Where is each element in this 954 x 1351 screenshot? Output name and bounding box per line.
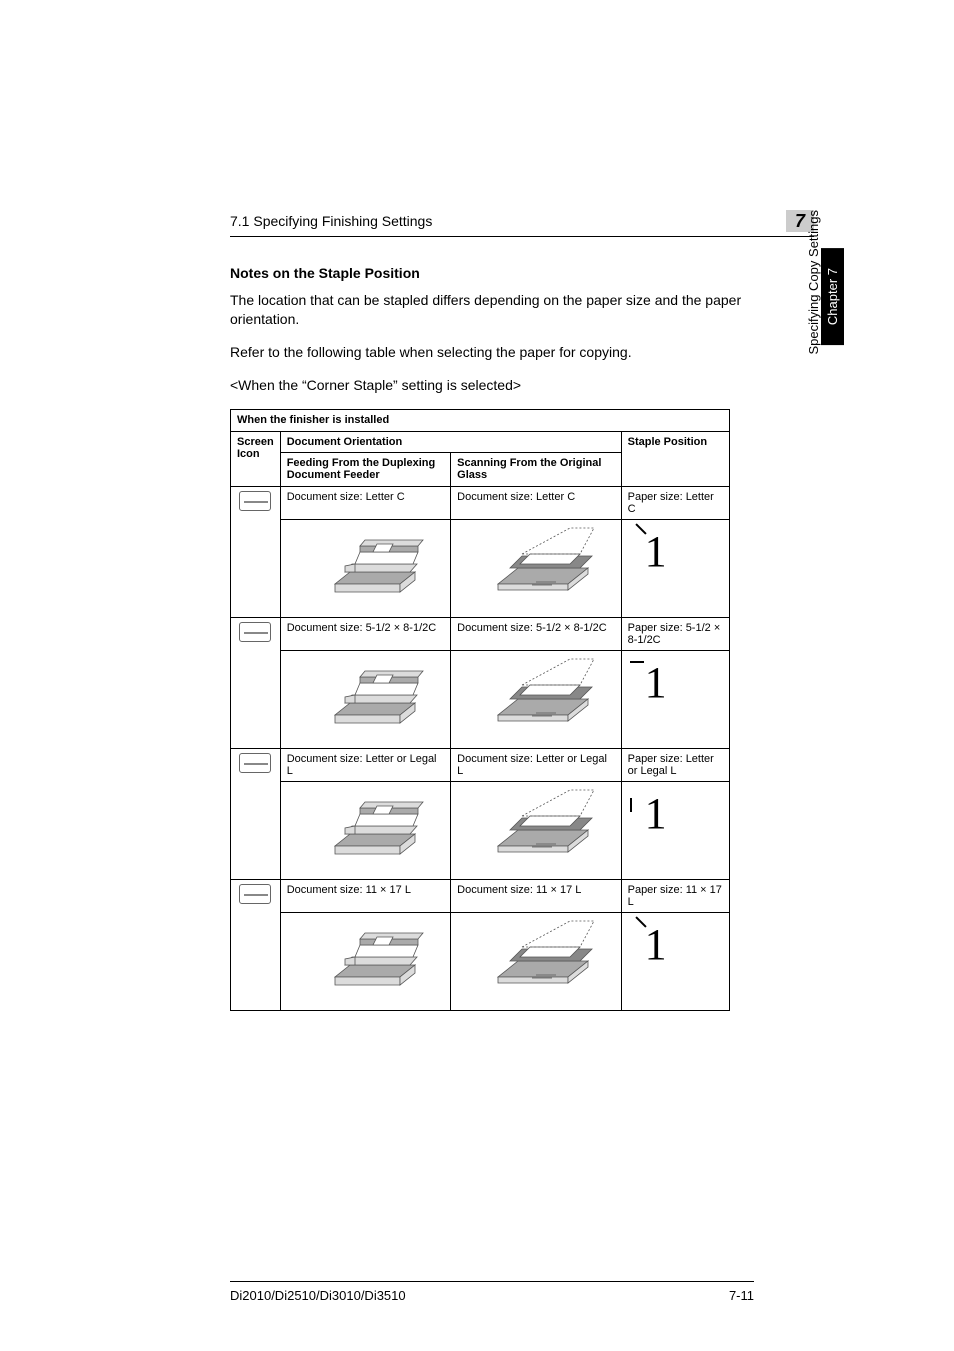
copier-illustration (305, 655, 425, 727)
staple-position-icon: 1 (628, 655, 684, 711)
staple-position-table: When the finisher is installed Screen Ic… (230, 409, 730, 1011)
screen-icon-cell (231, 879, 281, 1010)
screen-icon-cell (231, 486, 281, 617)
duplex-size-label: Document size: Letter or Legal L (280, 748, 450, 781)
side-tab-section: Specifying Copy Settings (802, 210, 821, 383)
screen-icon (239, 884, 271, 904)
content-heading: Notes on the Staple Position (230, 265, 814, 281)
scanner-illustration (476, 655, 596, 727)
screen-icon-cell (231, 617, 281, 748)
staple-position-icon: 1 (628, 917, 684, 973)
page-header: 7.1 Specifying Finishing Settings 7 (230, 210, 814, 237)
glass-illustration-cell (451, 912, 621, 1010)
staple-illustration-cell: 1 (621, 650, 729, 748)
staple-illustration-cell: 1 (621, 519, 729, 617)
staple-illustration-cell: 1 (621, 781, 729, 879)
col-screen-icon: Screen Icon (231, 431, 281, 486)
scanner-illustration (476, 786, 596, 858)
copier-illustration (305, 917, 425, 989)
glass-illustration-cell (451, 781, 621, 879)
col-doc-orientation: Document Orientation (280, 431, 621, 452)
duplex-size-label: Document size: Letter C (280, 486, 450, 519)
col-scan-glass: Scanning From the Original Glass (451, 452, 621, 486)
screen-icon (239, 622, 271, 642)
content-para-1: The location that can be stapled differs… (230, 291, 814, 329)
glass-size-label: Document size: 11 × 17 L (451, 879, 621, 912)
footer-page-number: 7-11 (729, 1288, 754, 1303)
staple-position-icon: 1 (628, 786, 684, 842)
side-tab: Specifying Copy Settings Chapter 7 (802, 210, 844, 383)
staple-position-icon: 1 (628, 524, 684, 580)
staple-size-label: Paper size: 5-1/2 × 8-1/2C (621, 617, 729, 650)
glass-size-label: Document size: 5-1/2 × 8-1/2C (451, 617, 621, 650)
staple-size-label: Paper size: 11 × 17 L (621, 879, 729, 912)
scanner-illustration (476, 524, 596, 596)
table-title: When the finisher is installed (231, 409, 730, 431)
staple-illustration-cell: 1 (621, 912, 729, 1010)
glass-illustration-cell (451, 519, 621, 617)
duplex-illustration-cell (280, 781, 450, 879)
staple-size-label: Paper size: Letter or Legal L (621, 748, 729, 781)
page-footer: Di2010/Di2510/Di3010/Di3510 7-11 (230, 1281, 754, 1303)
duplex-size-label: Document size: 5-1/2 × 8-1/2C (280, 617, 450, 650)
duplex-illustration-cell (280, 912, 450, 1010)
staple-size-label: Paper size: Letter C (621, 486, 729, 519)
copier-illustration (305, 524, 425, 596)
scanner-illustration (476, 917, 596, 989)
glass-size-label: Document size: Letter or Legal L (451, 748, 621, 781)
side-tab-chapter: Chapter 7 (821, 248, 844, 345)
copier-illustration (305, 786, 425, 858)
glass-illustration-cell (451, 650, 621, 748)
screen-icon (239, 491, 271, 511)
footer-model: Di2010/Di2510/Di3010/Di3510 (230, 1288, 406, 1303)
content-para-2: Refer to the following table when select… (230, 343, 814, 362)
section-title: 7.1 Specifying Finishing Settings (230, 213, 432, 229)
col-feed-duplex: Feeding From the Duplexing Document Feed… (280, 452, 450, 486)
page: Specifying Copy Settings Chapter 7 7.1 S… (0, 0, 954, 1351)
screen-icon (239, 753, 271, 773)
screen-icon-cell (231, 748, 281, 879)
col-staple-position: Staple Position (621, 431, 729, 486)
glass-size-label: Document size: Letter C (451, 486, 621, 519)
content-para-3: <When the “Corner Staple” setting is sel… (230, 376, 814, 395)
duplex-size-label: Document size: 11 × 17 L (280, 879, 450, 912)
duplex-illustration-cell (280, 519, 450, 617)
duplex-illustration-cell (280, 650, 450, 748)
